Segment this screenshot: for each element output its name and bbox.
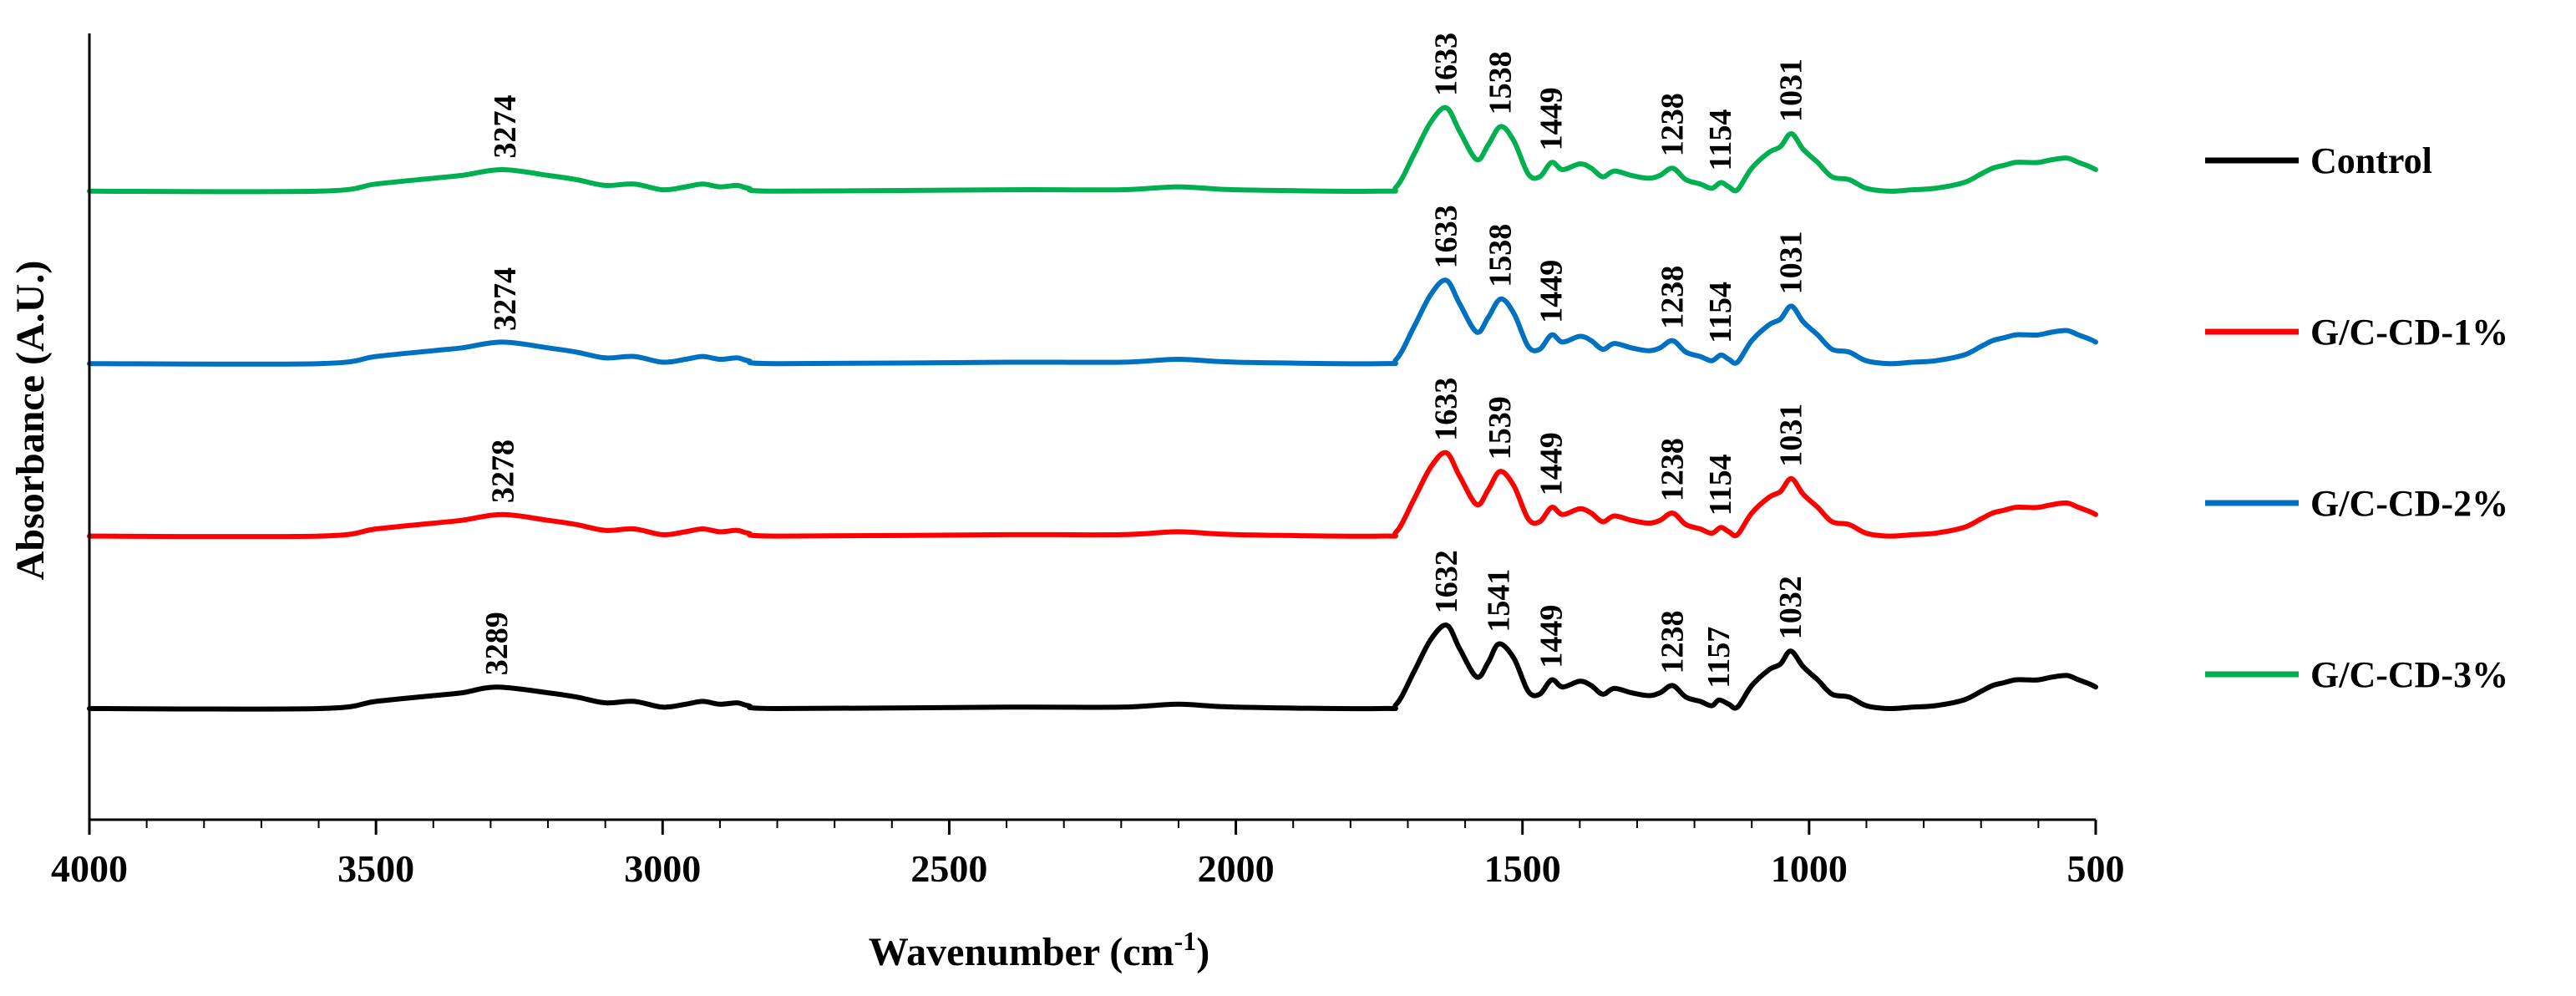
- peak-label: 1632: [1429, 550, 1464, 613]
- x-tick-label: 1000: [1771, 847, 1848, 890]
- peak-label: 1154: [1703, 454, 1738, 516]
- peak-label: 1541: [1482, 569, 1517, 633]
- axes: [88, 33, 2096, 821]
- peak-label: 1633: [1428, 378, 1463, 441]
- peak-label: 1157: [1701, 627, 1737, 689]
- peak-label: 1633: [1428, 33, 1463, 96]
- peak-label: 1449: [1534, 605, 1569, 668]
- peak-labels: 3274 1633 1538 1449 1238 1154 1031 3274 1633 1538…: [479, 33, 1809, 689]
- peak-label: 3274: [488, 95, 523, 159]
- x-tick-label: 2000: [1198, 847, 1275, 890]
- peak-label: 1238: [1656, 611, 1691, 674]
- x-tick-label: 3000: [624, 847, 701, 890]
- x-tick-label: 2500: [910, 847, 987, 890]
- peak-label: 1154: [1703, 109, 1738, 171]
- peak-label: 1538: [1483, 51, 1519, 114]
- peak-label: 1238: [1656, 438, 1691, 501]
- x-axis-title: Wavenumber (cm-1): [869, 926, 1209, 974]
- x-tick-label: 500: [2067, 847, 2125, 890]
- series-line-g-c-cd-2: [87, 277, 2098, 367]
- y-axis-title: Absorbance (A.U.): [8, 261, 53, 581]
- peak-label: 1633: [1428, 205, 1463, 268]
- peak-label: 1539: [1483, 396, 1518, 460]
- peak-label: 3289: [479, 612, 515, 675]
- series-line-g-c-cd-3: [87, 104, 2098, 195]
- legend-label: G/C-CD-3%: [2310, 654, 2508, 695]
- x-ticks: 4000 3500 3000 2500 2000 1500 1000 500: [51, 820, 2125, 890]
- legend-item-g-c-cd-1: G/C-CD-1%: [2205, 312, 2508, 353]
- series-line-g-c-cd-1: [87, 450, 2098, 540]
- peak-label: 1031: [1774, 404, 1809, 467]
- x-tick-label: 3500: [337, 847, 414, 890]
- legend: G/C-CD-3% G/C-CD-2% G/C-CD-1% Control: [2205, 140, 2508, 695]
- series-layer: [87, 104, 2098, 712]
- peak-label: 1538: [1483, 224, 1519, 287]
- peak-label: 1032: [1773, 576, 1808, 639]
- peak-label: 1449: [1534, 87, 1569, 150]
- legend-label: G/C-CD-2%: [2310, 483, 2508, 524]
- series-line-control: [87, 622, 2098, 712]
- legend-item-g-c-cd-2: G/C-CD-2%: [2205, 483, 2508, 524]
- x-tick-label: 1500: [1484, 847, 1561, 890]
- peak-label: 1238: [1656, 93, 1691, 156]
- peak-label: 1238: [1656, 266, 1691, 329]
- peak-label: 1031: [1774, 231, 1809, 294]
- legend-item-control: Control: [2205, 140, 2432, 181]
- x-tick-label: 4000: [51, 847, 128, 890]
- peak-label: 3274: [488, 267, 523, 331]
- legend-label: G/C-CD-1%: [2310, 312, 2508, 353]
- legend-label: Control: [2310, 140, 2432, 181]
- peak-label: 1031: [1774, 58, 1809, 122]
- peak-label: 1154: [1703, 282, 1738, 343]
- peak-label: 1449: [1534, 260, 1569, 323]
- peak-label: 1449: [1534, 432, 1569, 495]
- peak-label: 3278: [486, 440, 521, 503]
- legend-item-g-c-cd-3: G/C-CD-3%: [2205, 654, 2508, 695]
